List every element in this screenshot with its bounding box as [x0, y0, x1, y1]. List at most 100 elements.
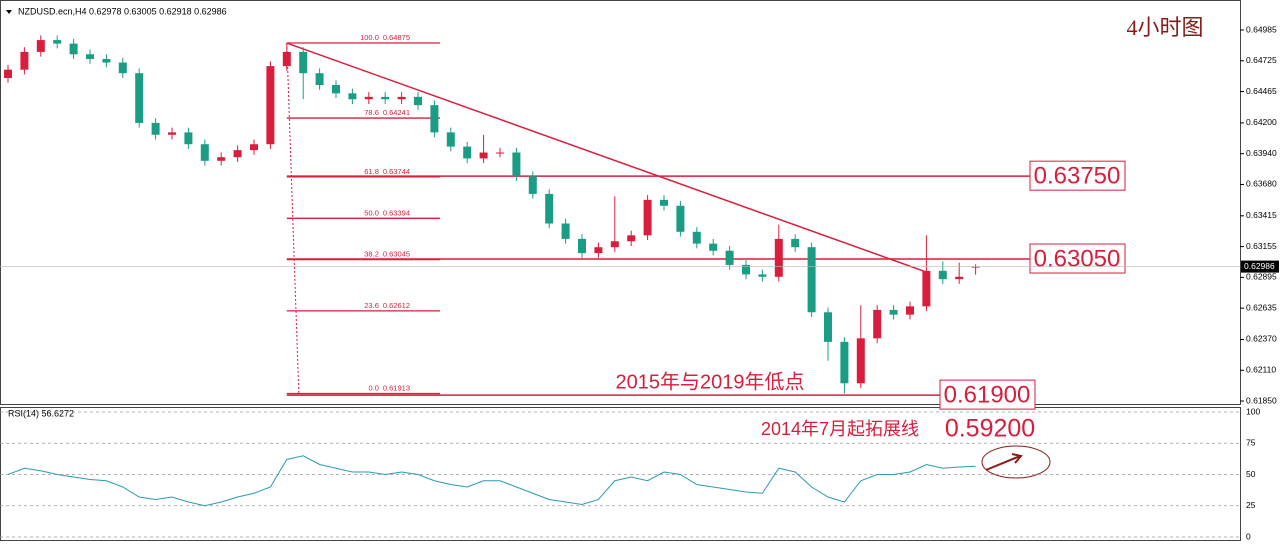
fib-price: 0.62612: [383, 301, 410, 310]
y-tick-label: 0.63680: [1246, 179, 1277, 189]
candle-body: [692, 231, 701, 244]
candle-body: [807, 247, 816, 313]
last-price-box: [1241, 260, 1279, 273]
candle-body: [430, 105, 439, 133]
y-tick-label: 0.64465: [1246, 86, 1277, 96]
candle-body: [364, 96, 373, 100]
annotation: 0.59200: [945, 415, 1035, 443]
candle-body: [151, 122, 160, 135]
last-price-label: 0.62986: [1244, 261, 1275, 271]
fib-ratio: 0.0: [368, 384, 378, 393]
candle-body: [906, 306, 914, 315]
candle-body: [512, 152, 521, 177]
candle-body: [528, 176, 537, 194]
fib-label: 50.0 0.63394: [364, 208, 410, 217]
fib-ratio: 100.0: [360, 33, 379, 42]
candle-body: [627, 235, 636, 242]
candle-body: [824, 312, 832, 342]
rsi-tick-label: 50: [1246, 469, 1256, 479]
candle-body: [332, 85, 340, 94]
fib-label: 0.0 0.61913: [368, 384, 410, 393]
y-tick-label: 0.62895: [1246, 272, 1277, 282]
candle-body: [840, 341, 849, 384]
fib-ratio: 23.6: [364, 301, 379, 310]
rsi-line: [7, 455, 976, 507]
chart-subtitle: 4小时图: [1126, 15, 1203, 40]
rsi-tick-label: 25: [1246, 500, 1256, 510]
fib-vertical: [286, 43, 300, 394]
candle-body: [397, 96, 406, 100]
candle-body: [938, 270, 947, 280]
fib-price: 0.63394: [383, 208, 410, 217]
y-tick-label: 0.62635: [1246, 302, 1277, 312]
candle-body: [561, 223, 570, 239]
level-box: [939, 379, 1036, 410]
candle-body: [4, 69, 12, 78]
candle-body: [922, 270, 931, 307]
candle-body: [856, 338, 865, 384]
candle-body: [299, 51, 308, 74]
y-tick-label: 0.62110: [1246, 365, 1276, 375]
candle-body: [282, 51, 291, 67]
candle-body: [20, 51, 29, 70]
candle-body: [873, 309, 882, 339]
candle-body: [414, 96, 422, 106]
candle-body: [250, 144, 258, 151]
y-tick-label: 0.61850: [1246, 395, 1277, 405]
candle-body: [69, 43, 78, 55]
main-frame: [0, 0, 1241, 405]
candle-body: [660, 199, 668, 206]
candle-body: [102, 59, 111, 63]
candle-body: [315, 73, 324, 86]
candle-body: [676, 205, 685, 232]
menu-arrow[interactable]: [6, 10, 12, 14]
candle-body: [463, 146, 472, 159]
rsi-tick-label: 0: [1246, 531, 1251, 541]
candle-body: [184, 132, 193, 145]
fib-price: 0.63744: [383, 167, 410, 176]
fib-label: 61.8 0.63744: [364, 167, 410, 176]
fib-ratio: 38.2: [364, 250, 379, 259]
candle-body: [200, 144, 209, 161]
level-box: [1029, 160, 1126, 191]
chart-title: NZDUSD.ecn,H4 0.62978 0.63005 0.62918 0.…: [18, 6, 227, 16]
candle-body: [36, 40, 45, 52]
trendline: [286, 42, 927, 273]
candle-body: [135, 73, 144, 123]
candle-body: [53, 40, 62, 44]
fib-ratio: 61.8: [364, 167, 379, 176]
y-tick-label: 0.63155: [1246, 241, 1277, 251]
candle-body: [233, 150, 242, 158]
fib-label: 23.6 0.62612: [364, 301, 410, 310]
annotation: 2014年7月起拓展线: [761, 419, 919, 439]
candle-body: [971, 266, 980, 268]
fib-ratio: 78.6: [364, 108, 379, 117]
candle-body: [381, 96, 390, 100]
candle-body: [774, 238, 783, 277]
y-tick-label: 0.63940: [1246, 148, 1277, 158]
candle-body: [578, 238, 586, 254]
arrow: [985, 453, 1023, 471]
y-tick-label: 0.64725: [1246, 55, 1277, 65]
candle-body: [496, 152, 504, 154]
candle-body: [266, 66, 275, 145]
fib-price: 0.64875: [383, 33, 410, 42]
rsi-title: RSI(14) 56.6272: [8, 408, 74, 418]
fib-price: 0.63045: [383, 250, 410, 259]
candle-body: [168, 132, 176, 135]
candle-body: [610, 241, 619, 248]
rsi-frame: [0, 407, 1241, 541]
annotation: 2015年与2019年低点: [616, 370, 805, 393]
candle-body: [889, 309, 898, 315]
candle-body: [446, 132, 455, 147]
candle-body: [742, 264, 750, 275]
fib-label: 100.0 0.64875: [360, 33, 410, 42]
y-tick-label: 0.64200: [1246, 117, 1277, 127]
level-label: 0.63750: [1034, 163, 1121, 190]
candle-body: [709, 243, 718, 251]
candle-body: [594, 247, 603, 254]
fib-ratio: 50.0: [364, 208, 379, 217]
candle-body: [955, 276, 964, 280]
candle-body: [643, 199, 652, 236]
candle-body: [86, 54, 94, 60]
